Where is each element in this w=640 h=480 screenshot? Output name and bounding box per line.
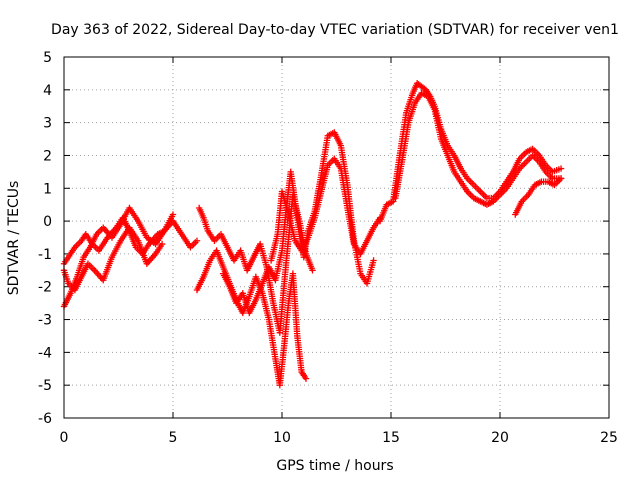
series-4 — [193, 247, 310, 389]
series-2 — [60, 204, 201, 310]
data-point — [309, 267, 316, 274]
y-tick-label: 1 — [43, 181, 52, 197]
series-6 — [219, 129, 377, 317]
x-tick-label: 10 — [273, 430, 291, 446]
y-tick-label: 0 — [43, 214, 52, 230]
data-point — [557, 165, 565, 172]
data-point — [169, 211, 177, 218]
y-tick-label: 4 — [43, 83, 52, 99]
y-tick-label: -3 — [38, 313, 52, 329]
x-axis-label: GPS time / hours — [276, 458, 393, 474]
y-tick-label: 2 — [43, 148, 52, 164]
x-tick-label: 20 — [491, 430, 509, 446]
y-axis-label: SDTVAR / TECUs — [6, 181, 22, 296]
series-8 — [376, 80, 565, 225]
chart-title: Day 363 of 2022, Sidereal Day-to-day VTE… — [51, 22, 619, 38]
series-7 — [267, 155, 384, 264]
series-3 — [60, 224, 166, 294]
data-point — [557, 175, 565, 182]
series-10 — [512, 175, 565, 218]
y-tick-label: -4 — [38, 345, 52, 361]
y-tick-label: -1 — [38, 247, 52, 263]
y-tick-label: 3 — [43, 116, 52, 132]
x-tick-label: 5 — [169, 430, 178, 446]
y-tick-label: -6 — [38, 411, 52, 427]
data-series — [60, 80, 565, 389]
x-tick-label: 0 — [60, 430, 69, 446]
x-tick-label: 25 — [600, 430, 618, 446]
x-tick-label: 15 — [382, 430, 400, 446]
y-tick-labels: -6 -5 -4 -3 -2 -1 0 1 2 3 4 5 — [38, 50, 52, 427]
data-point — [302, 375, 310, 382]
data-point — [158, 240, 166, 248]
series-9 — [392, 89, 565, 208]
grid — [64, 57, 609, 418]
y-tick-label: -5 — [38, 378, 52, 394]
y-tick-label: 5 — [43, 50, 52, 66]
data-point — [193, 237, 201, 244]
plot-frame — [63, 56, 610, 419]
data-point — [370, 257, 377, 264]
y-tick-label: -2 — [38, 280, 52, 296]
x-tick-labels: 0 5 10 15 20 25 — [60, 430, 618, 446]
